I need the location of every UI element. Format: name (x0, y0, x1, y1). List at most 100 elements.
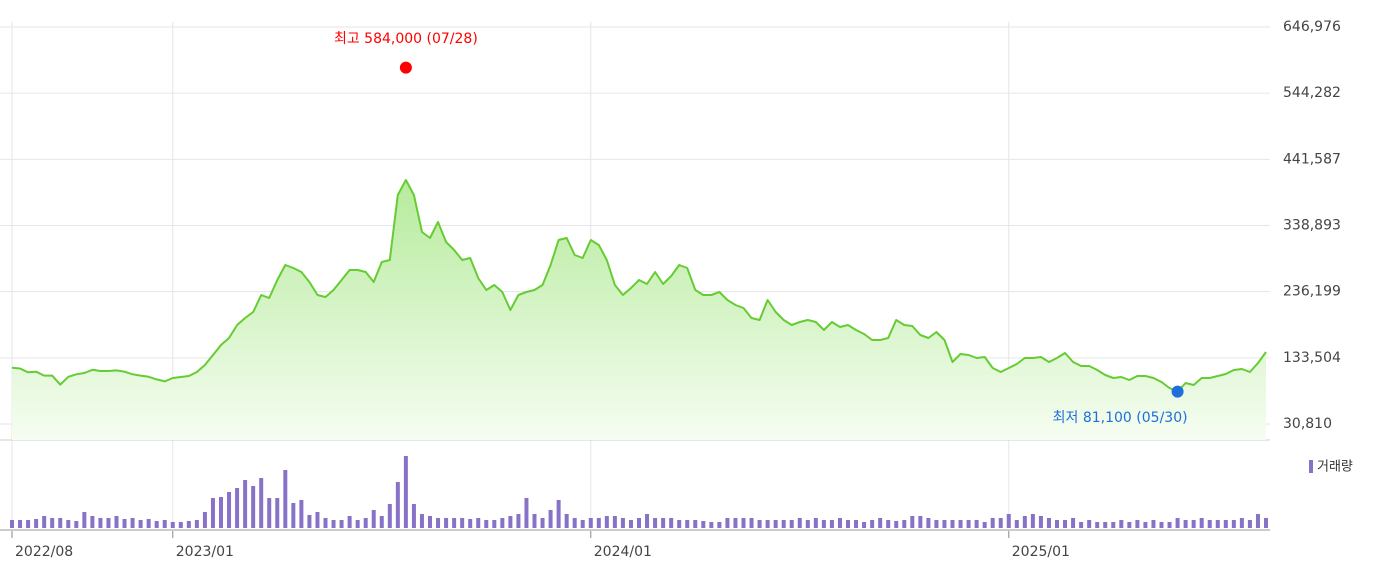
volume-bar (1079, 522, 1084, 528)
volume-bar (1151, 520, 1156, 528)
volume-bar (371, 510, 376, 528)
volume-bar (1071, 518, 1076, 528)
volume-bar (1022, 516, 1027, 528)
volume-bar (1223, 520, 1228, 528)
volume-bar (484, 520, 489, 528)
volume-bar (741, 518, 746, 528)
volume-bar (26, 520, 31, 528)
volume-bar (202, 512, 207, 528)
volume-bar (1119, 520, 1124, 528)
volume-bar (283, 470, 288, 528)
volume-bar (854, 520, 859, 528)
volume-bar (669, 518, 674, 528)
volume-bar (596, 518, 601, 528)
volume-bar (419, 514, 424, 528)
volume-bar (548, 510, 553, 528)
volume-bar (950, 520, 955, 528)
volume-bar (677, 520, 682, 528)
volume-bar (1087, 520, 1092, 528)
volume-bar (307, 515, 312, 528)
volume-bar (452, 518, 457, 528)
volume-bar (564, 514, 569, 528)
volume-bar (1135, 520, 1140, 528)
volume-bar (1055, 520, 1059, 528)
volume-bar (773, 520, 778, 528)
volume-bar (170, 522, 175, 528)
volume-bar (725, 518, 730, 528)
volume-bar (42, 516, 47, 528)
volume-bar (580, 520, 585, 528)
volume-bar (82, 512, 87, 528)
legend-swatch (1309, 460, 1313, 473)
volume-bar (998, 518, 1003, 528)
volume-bar (74, 521, 79, 528)
volume-bar (797, 518, 802, 528)
volume-bar (219, 497, 223, 528)
volume-bar (500, 518, 505, 528)
volume-bar (1264, 518, 1268, 528)
low-label: 최저 81,100 (05/30) (1053, 410, 1188, 426)
y-tick-label: 646,976 (1283, 19, 1341, 35)
volume-bar (347, 516, 352, 528)
volume-bar (299, 500, 304, 528)
volume-bar (1111, 522, 1116, 528)
volume-bar (661, 518, 666, 528)
volume-bar (556, 500, 561, 528)
volume-bar (138, 520, 143, 528)
volume-bar (524, 498, 529, 528)
y-tick-label: 133,504 (1283, 350, 1341, 366)
volume-bar (154, 521, 159, 528)
y-tick-label: 544,282 (1283, 85, 1341, 101)
volume-bar (685, 520, 690, 528)
volume-bar (821, 520, 826, 528)
volume-bar (653, 518, 658, 528)
volume-bar (492, 520, 497, 528)
volume-bar (1167, 522, 1172, 528)
volume-bar (468, 519, 473, 528)
volume-bar (894, 521, 899, 528)
volume-bar (604, 516, 609, 528)
volume-bar (1175, 518, 1180, 528)
volume-bar (693, 520, 698, 528)
volume-bar (1239, 518, 1244, 528)
volume-bar (90, 516, 95, 528)
volume-bar (235, 488, 240, 528)
volume-bar (588, 518, 593, 528)
x-tick-label: 2024/01 (594, 544, 652, 560)
volume-bar (878, 518, 883, 528)
area-fill (12, 180, 1266, 440)
x-tick-label: 2025/01 (1012, 544, 1070, 560)
volume-bar (291, 503, 296, 528)
volume-bar (243, 480, 248, 528)
volume-bar (323, 518, 328, 528)
volume-bar (620, 518, 625, 528)
volume-bar (733, 518, 738, 528)
volume-bar (114, 516, 119, 528)
volume-bar (1063, 520, 1068, 528)
volume-bar (862, 522, 867, 528)
low-marker (1171, 385, 1184, 398)
volume-bar (339, 520, 344, 528)
volume-bar (1014, 520, 1019, 528)
volume-bar (122, 519, 127, 528)
volume-bar (781, 520, 786, 528)
high-label: 최고 584,000 (07/28) (334, 31, 478, 47)
volume-bar (805, 520, 810, 528)
volume-bar (331, 520, 336, 528)
volume-bar (1143, 522, 1148, 528)
volume-bar (436, 518, 441, 528)
volume-bar (66, 520, 71, 528)
volume-bar (363, 518, 368, 528)
volume-bar (411, 504, 416, 528)
volume-bar (508, 516, 513, 528)
volume-bar (1006, 514, 1011, 528)
volume-bar (395, 482, 400, 528)
volume-bar (227, 492, 232, 528)
volume-bar (516, 514, 521, 528)
volume-bar (1247, 520, 1252, 528)
y-tick-label: 30,810 (1283, 416, 1332, 432)
volume-bar (910, 516, 915, 528)
legend-label: 거래량 (1317, 460, 1353, 475)
volume-bar (1191, 520, 1196, 528)
